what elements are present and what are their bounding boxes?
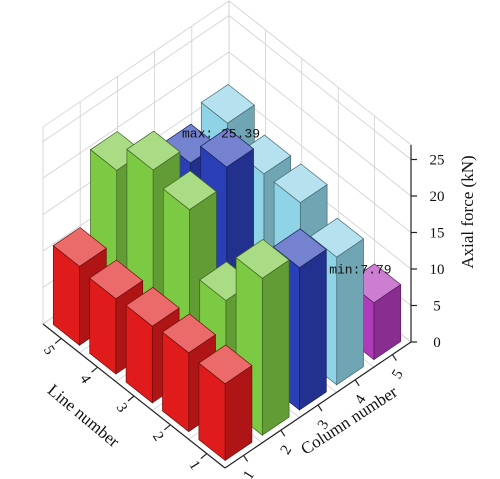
bar-top-face <box>89 259 144 300</box>
z-tick-label: 0 <box>433 335 441 351</box>
bar-top-face <box>126 130 181 171</box>
bar-top-face <box>200 83 255 124</box>
z-tick-label: 25 <box>430 153 445 169</box>
z-tick-label: 5 <box>433 299 441 315</box>
bar-front-face <box>299 248 327 411</box>
x-tick-mark <box>243 455 249 462</box>
bar-top-face <box>52 227 107 267</box>
bar-top-face <box>272 228 327 269</box>
y-tick-label: 1 <box>185 458 203 473</box>
x-tick-mark <box>280 429 286 437</box>
y-tick-mark <box>200 453 208 460</box>
x-tick-mark <box>317 404 323 412</box>
bar-front-face <box>261 259 290 436</box>
x-tick-mark <box>354 379 360 387</box>
y-tick-label: 2 <box>149 429 167 444</box>
bar-front-face <box>336 238 364 386</box>
x-tick-label: 5 <box>389 367 407 382</box>
y-tick-mark <box>164 424 171 431</box>
annotation-label: max: 25.39 <box>182 127 260 142</box>
bar-top-face <box>235 238 290 279</box>
y-tick-mark <box>91 366 98 373</box>
bar-top-face <box>273 163 328 204</box>
bar-top-face <box>161 313 217 354</box>
x-tick-label: 1 <box>240 468 258 479</box>
z-tick-label: 10 <box>430 262 445 278</box>
bars <box>52 83 402 462</box>
bar-top-face <box>162 170 217 211</box>
bar-top-face <box>125 286 180 327</box>
bar-top-face <box>309 217 365 258</box>
z-axis-label: Axial force (kN) <box>458 155 477 268</box>
wall-top-edge <box>42 0 412 146</box>
y-axis-label: Line number <box>44 380 123 451</box>
y-tick-mark <box>127 395 135 402</box>
y-tick-mark <box>54 337 62 344</box>
z-tick-label: 20 <box>430 189 445 205</box>
y-tick-label: 5 <box>40 343 58 358</box>
y-tick-label: 4 <box>76 372 94 387</box>
z-tick-label: 15 <box>430 226 445 242</box>
bar-top-face <box>199 127 255 168</box>
bar <box>198 344 253 462</box>
bar-top-face <box>198 344 253 385</box>
x-tick-mark <box>391 354 397 361</box>
y-tick-label: 3 <box>113 400 131 415</box>
annotation-label: min:7.79 <box>329 262 391 277</box>
x-tick-label: 2 <box>278 443 296 458</box>
